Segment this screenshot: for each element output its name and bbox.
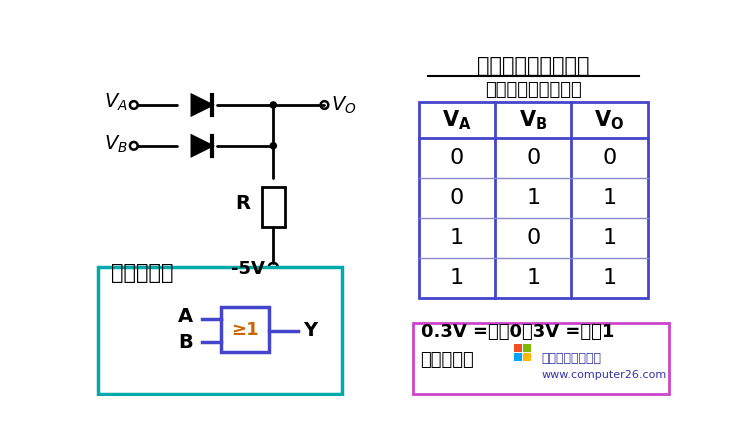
Text: 1: 1 <box>527 188 540 208</box>
Text: $\mathbf{V_A}$: $\mathbf{V_A}$ <box>442 108 472 132</box>
Bar <box>523 353 530 360</box>
Text: 0: 0 <box>526 228 541 248</box>
Circle shape <box>269 263 278 272</box>
Text: Y: Y <box>303 321 317 340</box>
Polygon shape <box>192 136 212 156</box>
Circle shape <box>130 142 138 150</box>
Text: 此电路实现: 此电路实现 <box>420 351 474 369</box>
Text: 0: 0 <box>602 148 616 168</box>
Text: 或门符号：: 或门符号： <box>111 263 173 283</box>
Bar <box>419 102 648 298</box>
Text: www.computer26.com: www.computer26.com <box>542 370 666 380</box>
Text: ≥1: ≥1 <box>231 321 259 339</box>
Bar <box>98 267 343 394</box>
Polygon shape <box>192 95 212 115</box>
Text: 1: 1 <box>602 188 616 208</box>
Text: 1: 1 <box>450 268 465 288</box>
Text: $V_B$: $V_B$ <box>105 134 128 155</box>
Text: 输入输出电平对应表: 输入输出电平对应表 <box>477 57 590 77</box>
Text: 电脑软硬件教程网: 电脑软硬件教程网 <box>542 352 601 365</box>
Text: $V_A$: $V_A$ <box>105 91 128 113</box>
Text: -5V: -5V <box>231 260 266 278</box>
Text: 1: 1 <box>602 268 616 288</box>
Bar <box>221 307 269 352</box>
Bar <box>523 344 530 352</box>
Text: 0: 0 <box>526 148 541 168</box>
Text: 0: 0 <box>450 148 465 168</box>
Text: $\mathbf{V_O}$: $\mathbf{V_O}$ <box>595 108 625 132</box>
Bar <box>515 344 522 352</box>
Circle shape <box>270 102 277 108</box>
Circle shape <box>270 143 277 149</box>
Bar <box>413 323 669 394</box>
Text: A: A <box>177 307 193 326</box>
Text: 0.3V =逻辑0，3V =逻辑1: 0.3V =逻辑0，3V =逻辑1 <box>420 323 614 341</box>
Text: 1: 1 <box>527 268 540 288</box>
Bar <box>262 187 285 227</box>
Text: R: R <box>236 194 251 213</box>
Text: 1: 1 <box>602 228 616 248</box>
Text: $V_O$: $V_O$ <box>331 94 357 116</box>
Text: 0: 0 <box>450 188 465 208</box>
Circle shape <box>130 101 138 109</box>
Text: B: B <box>178 333 193 352</box>
Bar <box>515 353 522 360</box>
Text: （忽略二极管压降）: （忽略二极管压降） <box>485 81 582 99</box>
Text: $\mathbf{V_B}$: $\mathbf{V_B}$ <box>519 108 548 132</box>
Text: 1: 1 <box>450 228 465 248</box>
Circle shape <box>321 101 328 109</box>
